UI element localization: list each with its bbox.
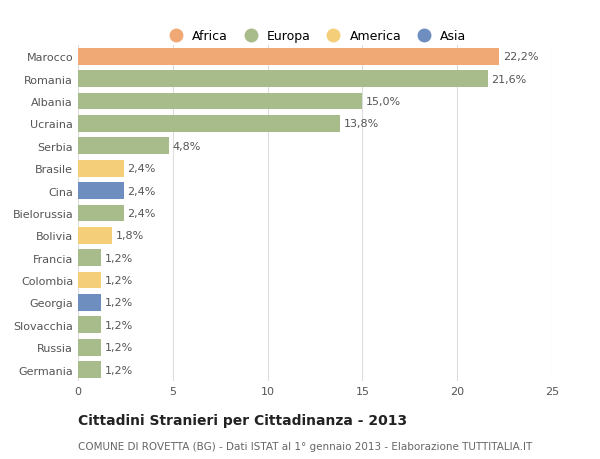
Bar xyxy=(78,205,124,222)
Text: 22,2%: 22,2% xyxy=(503,52,538,62)
Text: 1,8%: 1,8% xyxy=(116,231,144,241)
Bar xyxy=(78,49,499,66)
Bar xyxy=(78,160,124,177)
Text: 15,0%: 15,0% xyxy=(366,97,401,107)
Bar xyxy=(78,294,101,311)
Bar xyxy=(78,272,101,289)
Bar xyxy=(78,250,101,267)
Text: COMUNE DI ROVETTA (BG) - Dati ISTAT al 1° gennaio 2013 - Elaborazione TUTTITALIA: COMUNE DI ROVETTA (BG) - Dati ISTAT al 1… xyxy=(78,441,532,451)
Text: 4,8%: 4,8% xyxy=(173,141,201,151)
Text: Cittadini Stranieri per Cittadinanza - 2013: Cittadini Stranieri per Cittadinanza - 2… xyxy=(78,413,407,427)
Bar xyxy=(78,138,169,155)
Text: 13,8%: 13,8% xyxy=(343,119,379,129)
Text: 2,4%: 2,4% xyxy=(127,208,155,218)
Bar xyxy=(78,317,101,334)
Text: 1,2%: 1,2% xyxy=(104,365,133,375)
Bar xyxy=(78,116,340,133)
Text: 1,2%: 1,2% xyxy=(104,253,133,263)
Text: 2,4%: 2,4% xyxy=(127,186,155,196)
Text: 1,2%: 1,2% xyxy=(104,342,133,353)
Text: 2,4%: 2,4% xyxy=(127,164,155,174)
Bar xyxy=(78,361,101,378)
Text: 1,2%: 1,2% xyxy=(104,298,133,308)
Text: 1,2%: 1,2% xyxy=(104,275,133,285)
Bar xyxy=(78,93,362,110)
Text: 1,2%: 1,2% xyxy=(104,320,133,330)
Bar xyxy=(78,227,112,244)
Text: 21,6%: 21,6% xyxy=(491,74,527,84)
Bar xyxy=(78,183,124,200)
Bar xyxy=(78,71,488,88)
Legend: Africa, Europa, America, Asia: Africa, Europa, America, Asia xyxy=(158,25,472,48)
Bar xyxy=(78,339,101,356)
